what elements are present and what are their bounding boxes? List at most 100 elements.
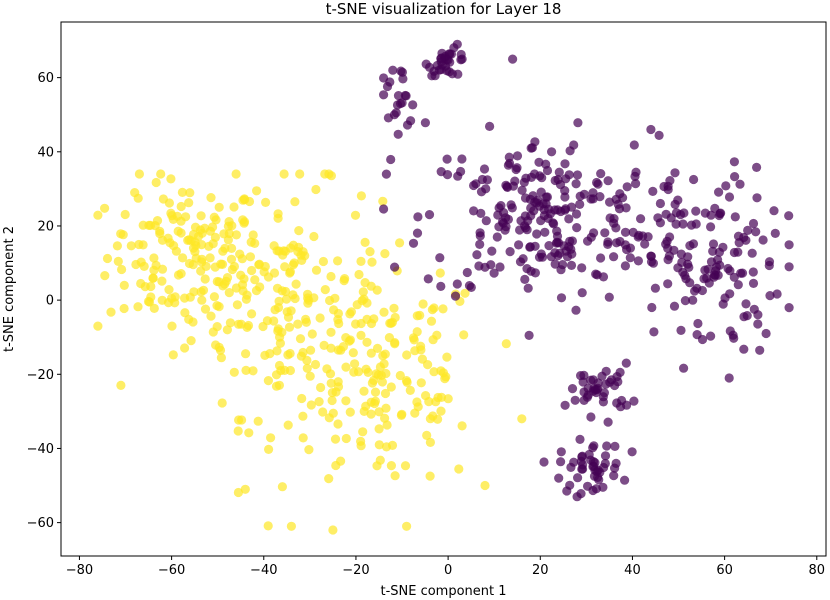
scatter-point-series-1 [663, 243, 673, 253]
scatter-point-series-0 [266, 433, 276, 443]
scatter-point-series-1 [598, 392, 608, 402]
scatter-point-series-1 [511, 164, 521, 175]
scatter-point-series-0 [320, 285, 330, 295]
scatter-point-series-0 [226, 254, 237, 264]
y-tick-label: 60 [37, 71, 54, 86]
scatter-point-series-0 [374, 440, 384, 450]
scatter-point-series-1 [733, 280, 743, 290]
scatter-point-series-1 [704, 278, 714, 288]
scatter-point-series-1 [445, 57, 455, 67]
scatter-point-series-0 [326, 327, 336, 337]
scatter-point-series-1 [692, 283, 702, 293]
scatter-point-series-0 [381, 442, 392, 452]
scatter-point-series-0 [412, 327, 422, 337]
scatter-point-series-0 [331, 387, 341, 397]
scatter-point-series-0 [359, 386, 369, 396]
scatter-point-series-0 [200, 274, 210, 284]
scatter-point-series-0 [220, 243, 230, 253]
scatter-point-series-1 [706, 222, 716, 232]
scatter-point-series-0 [197, 257, 207, 267]
scatter-point-series-0 [326, 271, 336, 282]
scatter-point-series-0 [112, 241, 122, 251]
scatter-point-series-1 [572, 170, 583, 180]
scatter-point-series-1 [573, 118, 583, 128]
scatter-point-series-0 [100, 203, 110, 213]
scatter-point-series-1 [469, 206, 479, 216]
scatter-point-series-0 [271, 370, 282, 380]
scatter-point-series-1 [761, 328, 771, 339]
scatter-point-series-0 [301, 314, 311, 324]
scatter-point-series-0 [316, 382, 326, 393]
scatter-point-series-0 [304, 445, 314, 455]
scatter-point-series-0 [167, 321, 177, 331]
scatter-point-series-0 [425, 471, 435, 481]
scatter-point-series-1 [622, 182, 632, 192]
scatter-point-series-1 [631, 179, 641, 189]
scatter-point-series-0 [218, 281, 228, 291]
scatter-point-series-1 [462, 267, 472, 278]
scatter-point-series-0 [116, 380, 126, 390]
scatter-point-series-0 [381, 368, 391, 379]
scatter-point-series-1 [765, 291, 775, 301]
scatter-point-series-0 [400, 461, 411, 471]
scatter-point-series-1 [636, 214, 646, 224]
scatter-point-series-1 [634, 230, 644, 240]
scatter-point-series-0 [309, 293, 319, 303]
scatter-point-series-1 [540, 227, 550, 237]
scatter-point-series-0 [261, 197, 271, 207]
scatter-point-series-1 [596, 169, 606, 179]
scatter-point-series-1 [577, 464, 587, 474]
scatter-point-series-1 [388, 65, 398, 75]
scatter-point-series-1 [481, 216, 491, 226]
scatter-point-series-1 [570, 395, 580, 405]
scatter-point-series-1 [752, 193, 762, 203]
scatter-point-series-1 [666, 213, 676, 223]
scatter-point-series-1 [571, 305, 581, 315]
scatter-point-series-0 [200, 304, 211, 314]
scatter-point-series-0 [415, 310, 425, 320]
scatter-point-series-1 [503, 160, 513, 170]
scatter-point-series-0 [144, 297, 155, 307]
scatter-point-series-0 [295, 334, 306, 344]
y-axis-ticks: −60 −40 −20 0 20 40 60 [27, 71, 61, 531]
scatter-point-series-1 [567, 384, 578, 394]
scatter-point-series-1 [442, 170, 453, 180]
scatter-point-series-1 [577, 263, 587, 273]
scatter-point-series-1 [550, 259, 560, 269]
scatter-point-series-0 [102, 253, 113, 264]
scatter-point-series-0 [379, 307, 389, 317]
scatter-point-series-1 [646, 124, 656, 135]
scatter-point-series-1 [748, 267, 758, 277]
scatter-point-series-0 [350, 210, 361, 220]
scatter-point-series-0 [283, 420, 293, 430]
scatter-point-series-1 [646, 251, 656, 261]
scatter-point-series-0 [366, 409, 376, 419]
scatter-point-series-1 [622, 400, 632, 410]
scatter-point-series-0 [298, 411, 308, 421]
scatter-point-series-0 [435, 268, 445, 278]
scatter-point-series-1 [556, 293, 567, 303]
scatter-point-series-0 [405, 385, 415, 395]
scatter-point-series-0 [358, 287, 368, 297]
scatter-point-series-1 [475, 239, 485, 249]
scatter-point-series-0 [260, 261, 270, 272]
scatter-point-series-1 [424, 210, 435, 220]
scatter-point-series-0 [134, 169, 144, 179]
scatter-point-series-0 [416, 378, 426, 388]
scatter-point-series-1 [507, 54, 518, 64]
scatter-point-series-1 [725, 266, 735, 276]
scatter-point-series-0 [309, 231, 319, 242]
scatter-point-series-0 [272, 346, 282, 356]
scatter-point-series-0 [231, 230, 241, 240]
scatter-point-series-1 [493, 210, 503, 220]
scatter-point-series-0 [291, 279, 301, 289]
scatter-point-series-0 [348, 348, 358, 358]
scatter-point-series-0 [210, 262, 220, 272]
scatter-point-series-1 [492, 232, 502, 242]
scatter-point-series-0 [166, 174, 176, 184]
scatter-point-series-0 [270, 305, 280, 315]
scatter-point-series-1 [752, 162, 762, 172]
scatter-point-series-0 [390, 471, 400, 481]
scatter-point-series-1 [489, 268, 499, 278]
scatter-point-series-1 [679, 363, 689, 373]
